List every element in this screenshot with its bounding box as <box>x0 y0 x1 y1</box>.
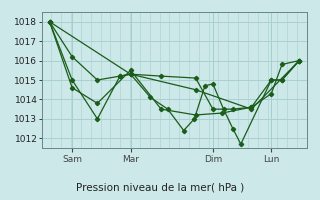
Text: Pression niveau de la mer( hPa ): Pression niveau de la mer( hPa ) <box>76 182 244 192</box>
